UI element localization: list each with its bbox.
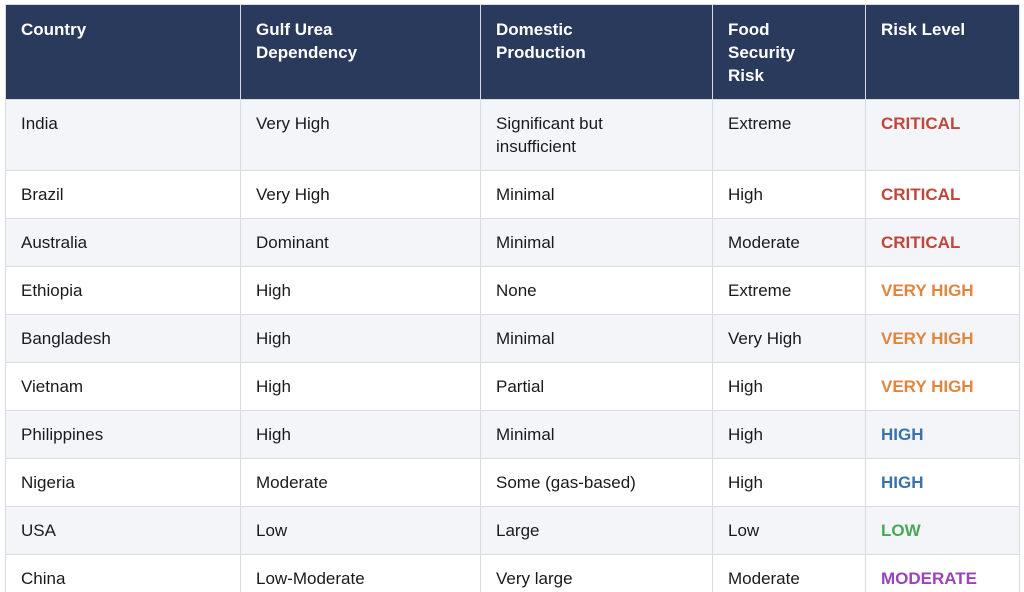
country-cell: India <box>5 99 241 171</box>
column-header-label: Risk Level <box>881 20 966 39</box>
gulf-dependency-cell: High <box>240 362 481 411</box>
risk-level-cell: LOW <box>865 506 1020 555</box>
table-row-bangladesh: Bangladesh High Minimal Very High VERY H… <box>5 314 1020 363</box>
table-row-china: China Low-Moderate Very large Moderate M… <box>5 554 1020 592</box>
country-cell: Ethiopia <box>5 266 241 315</box>
risk-level-value: CRITICAL <box>881 185 961 204</box>
country-cell: Nigeria <box>5 458 241 507</box>
column-header-label: Gulf Urea Dependency <box>256 20 358 62</box>
country-cell: Bangladesh <box>5 314 241 363</box>
gulf-dependency-cell: High <box>240 314 481 363</box>
country-cell: Australia <box>5 218 241 267</box>
domestic-production-cell: Significant but insufficient <box>480 99 713 171</box>
domestic-production-cell: Minimal <box>480 410 713 459</box>
risk-level-cell: CRITICAL <box>865 99 1020 171</box>
risk-level-value: MODERATE <box>881 569 978 588</box>
table-row-india: India Very High Significant but insuffic… <box>5 99 1020 171</box>
country-cell: Brazil <box>5 170 241 219</box>
food-security-cell: Very High <box>712 314 866 363</box>
food-security-cell: High <box>712 170 866 219</box>
risk-level-cell: CRITICAL <box>865 218 1020 267</box>
gulf-dependency-cell: Very High <box>240 170 481 219</box>
domestic-production-value: Significant but insufficient <box>496 114 603 156</box>
domestic-production-value: Partial <box>496 377 545 396</box>
table-row-brazil: Brazil Very High Minimal High CRITICAL <box>5 170 1020 219</box>
gulf-dependency-cell: High <box>240 266 481 315</box>
domestic-production-cell: Minimal <box>480 170 713 219</box>
risk-level-cell: MODERATE <box>865 554 1020 592</box>
domestic-production-value: None <box>496 281 537 300</box>
risk-level-cell: VERY HIGH <box>865 314 1020 363</box>
urea-dependency-risk-table: Country Gulf Urea Dependency Domestic Pr… <box>5 4 1020 592</box>
country-cell: China <box>5 554 241 592</box>
table-row-ethiopia: Ethiopia High None Extreme VERY HIGH <box>5 266 1020 315</box>
risk-level-value: VERY HIGH <box>881 281 974 300</box>
table-row-philippines: Philippines High Minimal High HIGH <box>5 410 1020 459</box>
risk-level-value: LOW <box>881 521 921 540</box>
column-header-risk-level: Risk Level <box>865 4 1020 100</box>
food-security-cell: Moderate <box>712 218 866 267</box>
risk-level-cell: VERY HIGH <box>865 266 1020 315</box>
gulf-dependency-cell: Dominant <box>240 218 481 267</box>
risk-level-value: CRITICAL <box>881 233 961 252</box>
food-security-cell: Extreme <box>712 99 866 171</box>
domestic-production-value: Minimal <box>496 329 555 348</box>
column-header-country: Country <box>5 4 241 100</box>
domestic-production-value: Minimal <box>496 233 555 252</box>
column-header-domestic-production: Domestic Production <box>480 4 713 100</box>
column-header-label: Country <box>21 20 87 39</box>
food-security-cell: High <box>712 362 866 411</box>
risk-level-value: VERY HIGH <box>881 329 974 348</box>
country-cell: USA <box>5 506 241 555</box>
domestic-production-cell: Minimal <box>480 314 713 363</box>
table-header: Country Gulf Urea Dependency Domestic Pr… <box>5 4 1020 100</box>
table-row-vietnam: Vietnam High Partial High VERY HIGH <box>5 362 1020 411</box>
column-header-label: Food Security Risk <box>728 20 796 85</box>
gulf-dependency-cell: Low-Moderate <box>240 554 481 592</box>
food-security-cell: High <box>712 410 866 459</box>
food-security-cell: Low <box>712 506 866 555</box>
domestic-production-cell: Large <box>480 506 713 555</box>
table-row-usa: USA Low Large Low LOW <box>5 506 1020 555</box>
domestic-production-cell: Minimal <box>480 218 713 267</box>
domestic-production-cell: Partial <box>480 362 713 411</box>
column-header-gulf-urea-dependency: Gulf Urea Dependency <box>240 4 481 100</box>
column-header-food-security-risk: Food Security Risk <box>712 4 866 100</box>
risk-level-cell: VERY HIGH <box>865 362 1020 411</box>
food-security-cell: High <box>712 458 866 507</box>
gulf-dependency-cell: Low <box>240 506 481 555</box>
risk-level-value: CRITICAL <box>881 114 961 133</box>
domestic-production-value: Some (gas-based) <box>496 473 636 492</box>
country-cell: Vietnam <box>5 362 241 411</box>
risk-level-cell: CRITICAL <box>865 170 1020 219</box>
country-cell: Philippines <box>5 410 241 459</box>
domestic-production-cell: Very large <box>480 554 713 592</box>
gulf-dependency-cell: Moderate <box>240 458 481 507</box>
gulf-dependency-cell: High <box>240 410 481 459</box>
table-body: India Very High Significant but insuffic… <box>5 99 1020 592</box>
gulf-dependency-cell: Very High <box>240 99 481 171</box>
column-header-label: Domestic Production <box>496 20 586 62</box>
food-security-cell: Extreme <box>712 266 866 315</box>
header-row: Country Gulf Urea Dependency Domestic Pr… <box>5 4 1020 100</box>
risk-level-cell: HIGH <box>865 410 1020 459</box>
risk-level-value: HIGH <box>881 425 924 444</box>
domestic-production-value: Minimal <box>496 185 555 204</box>
domestic-production-value: Very large <box>496 569 573 588</box>
domestic-production-value: Minimal <box>496 425 555 444</box>
table-row-nigeria: Nigeria Moderate Some (gas-based) High H… <box>5 458 1020 507</box>
risk-level-cell: HIGH <box>865 458 1020 507</box>
table-row-australia: Australia Dominant Minimal Moderate CRIT… <box>5 218 1020 267</box>
food-security-cell: Moderate <box>712 554 866 592</box>
risk-level-value: VERY HIGH <box>881 377 974 396</box>
domestic-production-cell: None <box>480 266 713 315</box>
domestic-production-value: Large <box>496 521 540 540</box>
risk-level-value: HIGH <box>881 473 924 492</box>
domestic-production-cell: Some (gas-based) <box>480 458 713 507</box>
